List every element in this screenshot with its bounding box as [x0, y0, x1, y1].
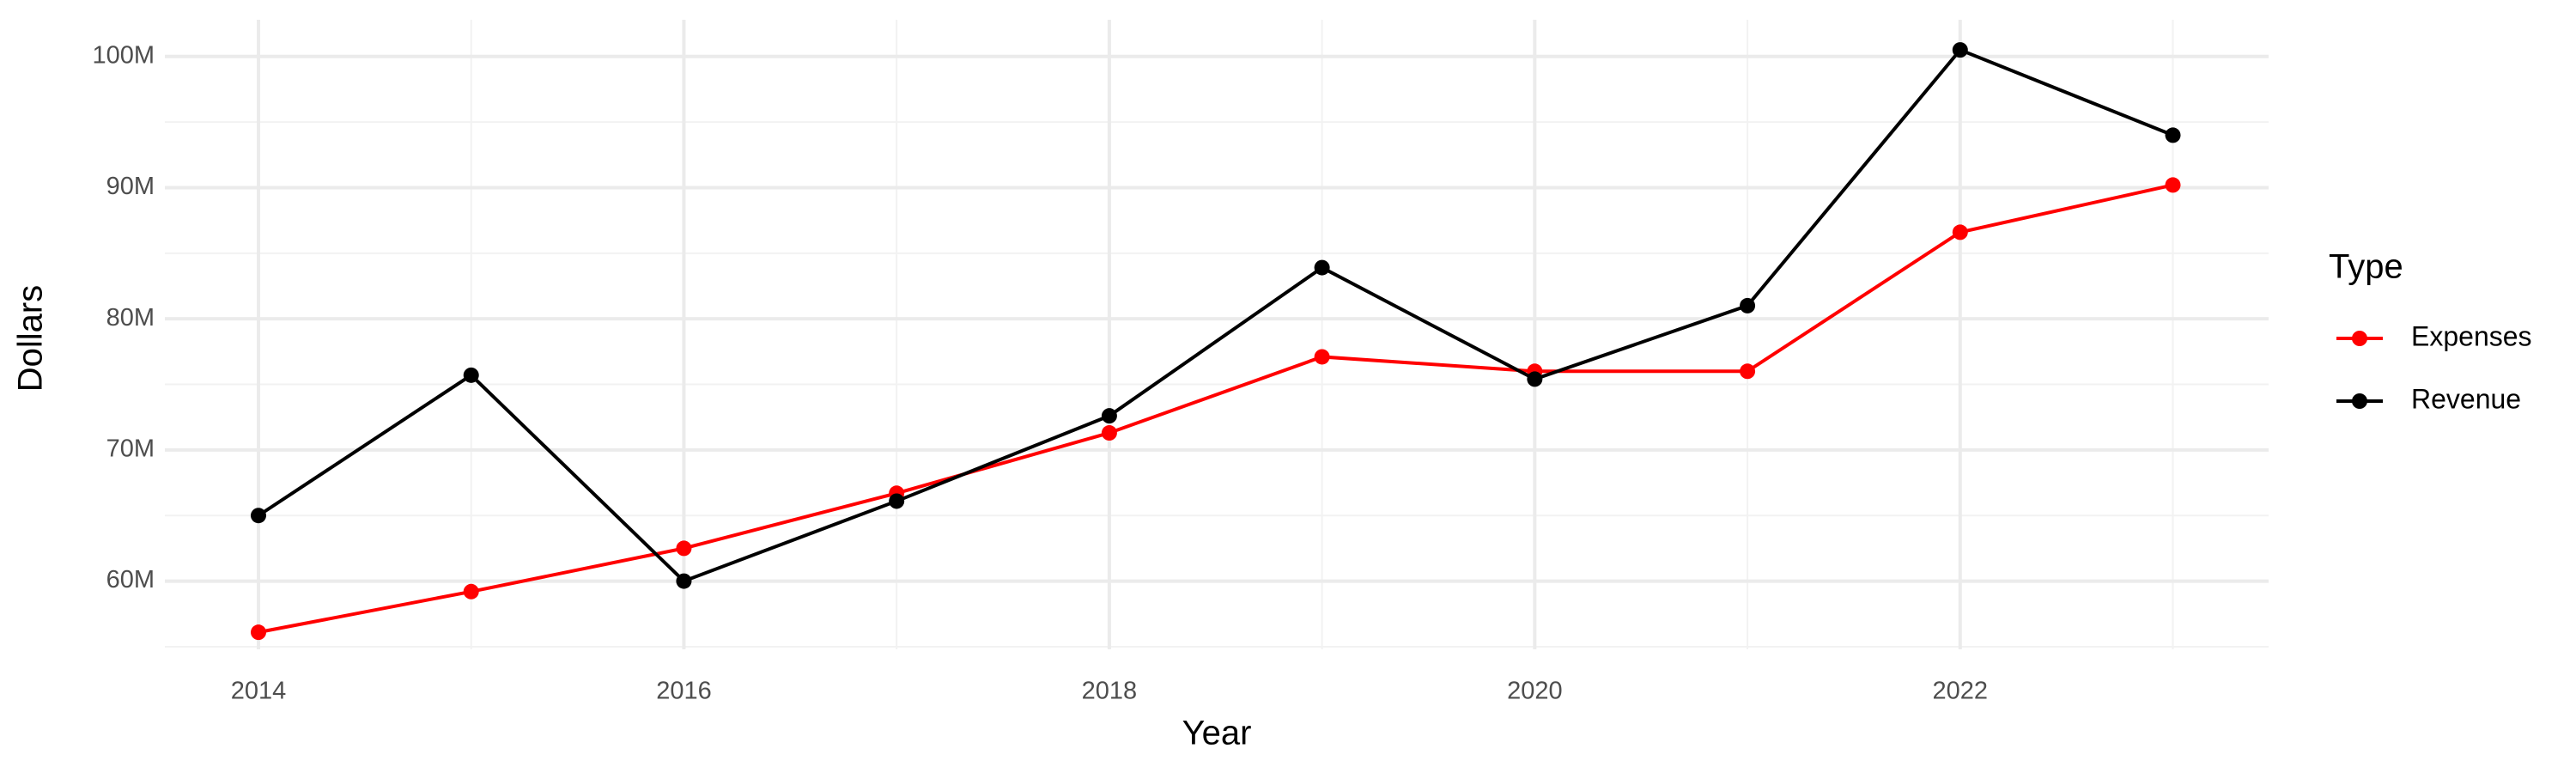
series-line: [257, 47, 2174, 583]
point: [1952, 224, 1968, 240]
x-tick-label: 2016: [656, 678, 712, 705]
point: [250, 624, 266, 641]
y-tick-label: 70M: [106, 435, 155, 463]
point: [250, 508, 266, 524]
x-tick-label: 2014: [231, 678, 287, 705]
point: [676, 573, 692, 589]
x-tick-label: 2020: [1507, 678, 1563, 705]
series-line: [258, 183, 2173, 635]
legend-point: [2352, 393, 2367, 409]
x-axis-title: Year: [1182, 715, 1252, 752]
point: [1314, 259, 1330, 276]
point: [463, 583, 479, 600]
point: [1101, 408, 1117, 424]
point: [889, 493, 905, 509]
point: [1952, 42, 1968, 58]
y-tick-label: 80M: [106, 304, 155, 332]
y-axis-title: Dollars: [12, 285, 50, 392]
y-tick-label: 100M: [92, 41, 155, 69]
y-tick-label: 90M: [106, 173, 155, 200]
point: [676, 540, 692, 557]
legend-label: Expenses: [2411, 320, 2532, 351]
point: [1527, 371, 1543, 387]
point: [1101, 425, 1117, 441]
x-tick-label: 2018: [1082, 678, 1138, 705]
x-tick-label: 2022: [1933, 678, 1989, 705]
point: [2165, 177, 2181, 193]
point: [1314, 349, 1330, 365]
point: [1740, 297, 1756, 313]
point: [2165, 127, 2181, 143]
legend-label: Revenue: [2411, 383, 2521, 414]
legend-point: [2352, 331, 2367, 346]
y-tick-label: 60M: [106, 566, 155, 593]
legend-title: Type: [2329, 248, 2403, 286]
point: [1740, 363, 1756, 380]
point: [463, 367, 479, 383]
